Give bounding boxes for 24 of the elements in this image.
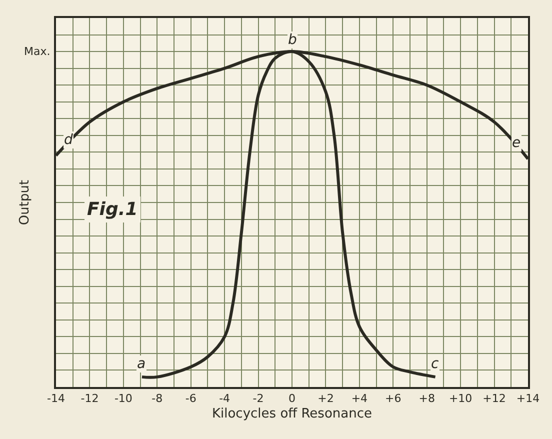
x-tick-label: -8	[152, 392, 163, 406]
x-tick-label: -14	[47, 392, 65, 406]
y-axis-title: Output	[17, 180, 32, 226]
annotation: b	[288, 32, 297, 48]
x-tick-label: +2	[318, 392, 334, 406]
annotation: c	[431, 356, 439, 372]
x-tick-label: +8	[418, 392, 435, 406]
x-tick-label: +10	[448, 392, 472, 406]
x-tick-label: -4	[219, 392, 230, 406]
x-tick-label: +4	[351, 392, 368, 406]
x-tick-label: -6	[185, 392, 196, 406]
x-tick-label: -2	[252, 392, 264, 406]
annotation: e	[512, 135, 521, 151]
annotation: d	[64, 132, 73, 148]
x-tick-label: 0	[288, 392, 296, 406]
annotation: a	[137, 356, 146, 372]
x-tick-label: -10	[114, 392, 132, 406]
x-tick-label: +12	[482, 392, 506, 406]
x-tick-label: +14	[516, 392, 540, 406]
x-tick-label: -12	[80, 392, 99, 406]
x-axis-title: Kilocycles off Resonance	[212, 406, 372, 422]
x-tick-label: +6	[385, 392, 402, 406]
annotation: Fig.1	[87, 199, 138, 220]
text: Max.	[24, 45, 50, 58]
